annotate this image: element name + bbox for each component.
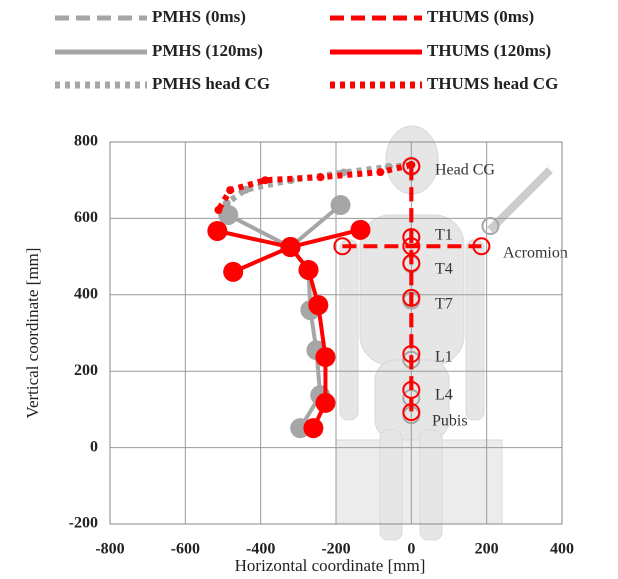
annotation: Acromion <box>503 245 568 262</box>
y-axis-title: Vertical coordinate [mm] <box>23 248 42 419</box>
legend-label: PMHS (0ms) <box>152 7 246 26</box>
marker <box>333 237 352 256</box>
annotation: L4 <box>435 387 453 404</box>
x-axis-title: Horizontal coordinate [mm] <box>235 556 426 575</box>
marker <box>402 237 421 256</box>
marker <box>402 288 421 307</box>
marker <box>402 403 421 422</box>
legend-label: PMHS head CG <box>152 74 270 93</box>
x-tick-label: 400 <box>550 541 574 558</box>
marker <box>402 228 421 247</box>
marker <box>223 261 244 282</box>
annotation: Pubis <box>432 413 468 430</box>
marker <box>226 186 235 195</box>
marker <box>330 195 351 216</box>
marker <box>402 345 421 364</box>
marker <box>376 168 385 177</box>
annotation: L1 <box>435 349 453 366</box>
marker <box>303 418 324 439</box>
marker <box>316 173 325 182</box>
x-tick-label: -800 <box>95 541 124 558</box>
x-tick-label: -200 <box>321 541 350 558</box>
annotation: T7 <box>435 296 453 313</box>
y-tick-label: 600 <box>74 209 98 226</box>
y-tick-label: 200 <box>74 362 98 379</box>
marker <box>207 221 228 242</box>
annotation: T1 <box>435 227 453 244</box>
legend-label: THUMS head CG <box>427 74 558 93</box>
y-tick-label: 400 <box>74 285 98 302</box>
marker <box>214 205 223 214</box>
x-tick-label: -600 <box>171 541 200 558</box>
legend-label: PMHS (120ms) <box>152 41 263 60</box>
marker <box>481 217 500 236</box>
annotation: Head CG <box>435 162 495 179</box>
x-tick-label: 200 <box>475 541 499 558</box>
marker <box>402 157 421 176</box>
marker <box>261 176 270 185</box>
marker <box>315 392 336 413</box>
marker <box>350 219 371 240</box>
marker <box>407 160 416 169</box>
skeleton-background <box>335 125 553 541</box>
marker <box>222 199 231 208</box>
marker <box>315 347 336 368</box>
marker <box>472 237 491 256</box>
marker <box>308 295 329 316</box>
x-tick-label: -400 <box>246 541 275 558</box>
plot-border <box>109 141 563 525</box>
x-tick-label: 0 <box>407 541 415 558</box>
marker <box>402 380 421 399</box>
legend-label: THUMS (0ms) <box>427 7 534 26</box>
marker <box>298 259 319 280</box>
annotation: T4 <box>435 261 453 278</box>
y-tick-label: 0 <box>90 438 98 455</box>
y-tick-label: 800 <box>74 133 98 150</box>
legend-label: THUMS (120ms) <box>427 41 551 60</box>
marker <box>280 237 301 258</box>
marker <box>218 204 239 225</box>
y-tick-label: -200 <box>69 515 98 532</box>
